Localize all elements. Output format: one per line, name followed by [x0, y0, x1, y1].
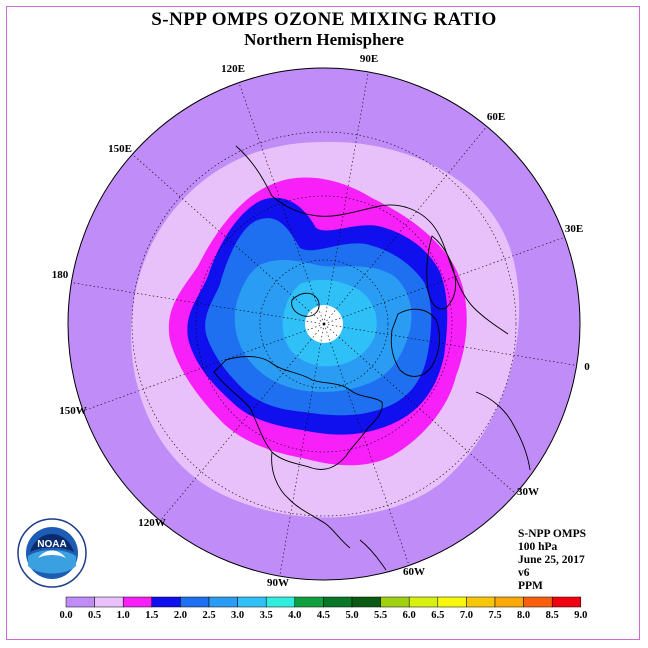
graticule [68, 68, 580, 580]
noaa-logo-wordmark: NOAA [37, 539, 66, 550]
colorbar-swatch [408, 596, 439, 608]
colorbar-swatch [351, 596, 381, 608]
info-date: June 25, 2017 [518, 554, 585, 566]
colorbar-swatch [294, 596, 324, 608]
colorbar-tick-label: 0.5 [88, 610, 101, 621]
colorbar-swatch [466, 596, 496, 608]
colorbar-tick-label: 6.5 [431, 610, 444, 621]
colorbar-swatch [551, 596, 582, 608]
colorbar-tick-label: 8.0 [517, 610, 530, 621]
colorbar-tick-label: 4.0 [288, 610, 301, 621]
coastline-scandinavia [426, 235, 457, 310]
coastline-mexico [271, 451, 351, 549]
colorbar-tick-label: 4.5 [317, 610, 330, 621]
colorbar-tick-label: 5.5 [374, 610, 387, 621]
longitude-label-60w: 60W [403, 566, 425, 578]
colorbar-tick-label: 6.0 [403, 610, 416, 621]
coastline-arctic-islands [291, 292, 320, 317]
coastline-africa [475, 391, 531, 471]
colorbar-swatch [237, 596, 267, 608]
colorbar-tick-label: 2.0 [174, 610, 187, 621]
info-satellite: S-NPP OMPS [518, 528, 587, 540]
colorbar-swatch [523, 596, 553, 608]
longitude-label-60e: 60E [487, 111, 505, 123]
longitude-label-30w: 30W [517, 486, 539, 498]
coastline-greenland [390, 308, 440, 377]
colorbar-swatch [380, 596, 410, 608]
colorbar: 0.0 0.5 1.0 1.5 2.0 2.5 3.0 3.5 4.0 4.5 5.0 5.5 6.0 6… [59, 596, 587, 621]
colorbar-swatch [94, 596, 124, 608]
coastline-south-america [359, 539, 387, 571]
longitude-label-0: 0 [584, 361, 590, 373]
info-pressure-level: 100 hPa [518, 541, 558, 553]
longitude-label-120e: 120E [221, 63, 245, 75]
colorbar-swatch [180, 596, 210, 608]
colorbar-tick-label: 8.5 [546, 610, 559, 621]
colorbar-swatch [265, 596, 296, 608]
coastline-north-america [213, 356, 383, 470]
colorbar-swatch [208, 596, 238, 608]
coastline-eurasia [235, 145, 509, 335]
colorbar-tick-label: 5.0 [345, 610, 358, 621]
longitude-label-90e: 90E [360, 53, 378, 65]
colorbar-swatch [437, 596, 467, 608]
info-version: v6 [518, 567, 530, 579]
colorbar-tick-label: 2.5 [202, 610, 215, 621]
colorbar-swatch [494, 596, 524, 608]
info-units: PPM [518, 580, 543, 592]
longitude-label-90w: 90W [267, 577, 289, 589]
colorbar-tick-label: 0.0 [59, 610, 72, 621]
colorbar-swatch [151, 596, 181, 608]
figure-frame [6, 6, 640, 640]
coastlines [213, 145, 531, 571]
map-subtitle: Northern Hemisphere [244, 30, 404, 49]
colorbar-tick-label: 1.0 [117, 610, 130, 621]
colorbar-tick-label: 7.0 [460, 610, 473, 621]
map-title: S-NPP OMPS OZONE MIXING RATIO [151, 9, 497, 30]
colorbar-tick-label: 9.0 [574, 610, 587, 621]
longitude-label-30e: 30E [565, 223, 583, 235]
longitude-label-180: 180 [52, 269, 69, 281]
longitude-label-150e: 150E [108, 143, 132, 155]
colorbar-swatch [323, 596, 353, 608]
colorbar-swatch [122, 596, 153, 608]
colorbar-tick-label: 3.5 [260, 610, 273, 621]
colorbar-tick-label: 7.5 [488, 610, 501, 621]
longitude-label-120w: 120W [138, 517, 166, 529]
longitude-label-150w: 150W [59, 405, 87, 417]
noaa-logo: NOAA [17, 518, 87, 588]
ozone-contours [131, 141, 520, 518]
colorbar-tick-label: 1.5 [145, 610, 158, 621]
colorbar-swatch [65, 596, 95, 608]
colorbar-tick-label: 3.0 [231, 610, 244, 621]
